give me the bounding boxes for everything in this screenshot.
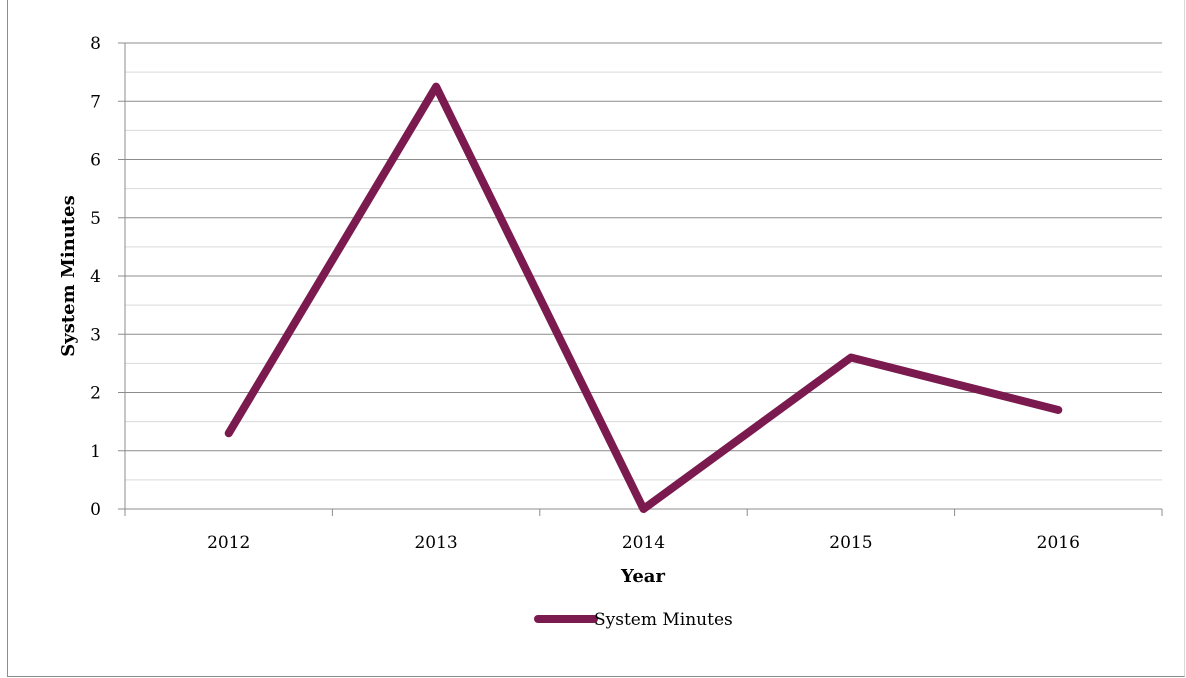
data-point xyxy=(850,357,852,359)
y-axis-title: System Minutes xyxy=(58,195,79,357)
y-tick-label: 6 xyxy=(90,151,101,171)
x-tick-label: 2012 xyxy=(207,533,250,553)
y-tick-label: 2 xyxy=(90,384,101,404)
y-tick-label: 0 xyxy=(90,500,101,520)
x-tick-label: 2014 xyxy=(622,533,665,553)
legend-label: System Minutes xyxy=(594,610,733,630)
y-tick-label: 1 xyxy=(90,442,101,462)
y-tick-label: 3 xyxy=(90,325,101,345)
x-axis-ticks: 2012 2013 2014 2015 2016 xyxy=(124,509,1163,553)
series-line xyxy=(224,82,1063,513)
y-tick-label: 5 xyxy=(90,209,101,229)
legend: System Minutes xyxy=(534,610,733,630)
y-tick-label: 7 xyxy=(90,92,101,112)
gridlines xyxy=(125,42,1162,481)
chart-frame xyxy=(7,0,1185,677)
x-tick-label: 2016 xyxy=(1037,533,1080,553)
x-axis-title: Year xyxy=(620,566,665,587)
y-tick-label: 8 xyxy=(90,34,101,54)
y-tick-label: 4 xyxy=(90,267,101,287)
data-point xyxy=(228,432,230,434)
data-point xyxy=(435,86,437,88)
x-tick-label: 2013 xyxy=(414,533,457,553)
y-axis-ticks: 0 1 2 3 4 5 6 7 8 xyxy=(90,34,125,520)
series-layer xyxy=(224,82,1063,513)
data-point xyxy=(1057,409,1059,411)
x-tick-label: 2015 xyxy=(829,533,872,553)
data-point xyxy=(643,508,644,510)
